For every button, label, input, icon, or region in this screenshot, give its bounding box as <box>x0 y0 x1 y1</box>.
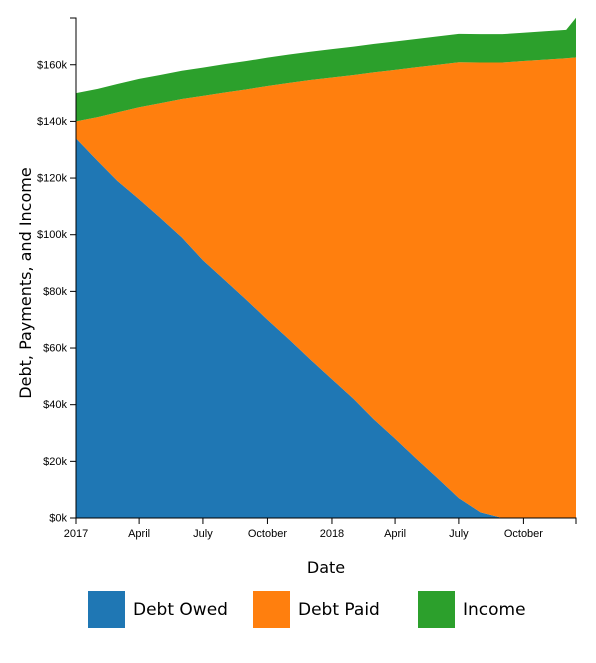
legend-item-income[interactable]: Income <box>418 591 583 628</box>
x-tick-label: April <box>128 528 150 540</box>
y-tick-label: $140k <box>37 116 67 128</box>
x-tick-label: 2018 <box>320 528 344 540</box>
x-axis-line <box>75 517 577 524</box>
legend-label-income: Income <box>463 599 526 620</box>
legend-label-debt-owed: Debt Owed <box>133 599 228 620</box>
y-tick-label: $80k <box>43 286 67 298</box>
y-axis-title: Debt, Payments, and Income <box>16 167 35 398</box>
area-income[interactable] <box>76 17 576 122</box>
legend-swatch-debt-paid <box>253 591 290 628</box>
y-tick-label: $60k <box>43 343 67 355</box>
x-tick-label: October <box>248 528 287 540</box>
y-tick-label: $160k <box>37 59 67 71</box>
y-tick-label: $100k <box>37 229 67 241</box>
y-tick-label: $20k <box>43 456 67 468</box>
x-tick-label: April <box>384 528 406 540</box>
chart-legend: Debt Owed Debt Paid Income <box>88 591 583 628</box>
y-tick-label: $0k <box>49 513 67 525</box>
x-tick-label: October <box>504 528 543 540</box>
legend-item-debt-paid[interactable]: Debt Paid <box>253 591 418 628</box>
legend-label-debt-paid: Debt Paid <box>298 599 380 620</box>
area-debt-paid[interactable] <box>76 57 576 518</box>
area-debt-owed[interactable] <box>76 138 576 518</box>
legend-swatch-income <box>418 591 455 628</box>
x-tick-label: July <box>193 528 213 540</box>
legend-swatch-debt-owed <box>88 591 125 628</box>
x-tick-label: July <box>449 528 469 540</box>
y-tick-label: $40k <box>43 399 67 411</box>
x-axis-title: Date <box>307 558 345 577</box>
y-axis: $0k $20k $40k $60k $80k $100k $120k $140k $160k <box>37 17 77 525</box>
y-axis-line <box>70 17 77 519</box>
areas-layer <box>76 17 576 518</box>
x-axis: 2017 April July October 2018 April July October <box>64 517 577 540</box>
y-tick-label: $120k <box>37 173 67 185</box>
stacked-area-chart: $0k$20k$40k$60k$80k$100k$120k$140k$160k … <box>16 17 577 577</box>
legend-item-debt-owed[interactable]: Debt Owed <box>88 591 253 628</box>
x-tick-label: 2017 <box>64 528 88 540</box>
